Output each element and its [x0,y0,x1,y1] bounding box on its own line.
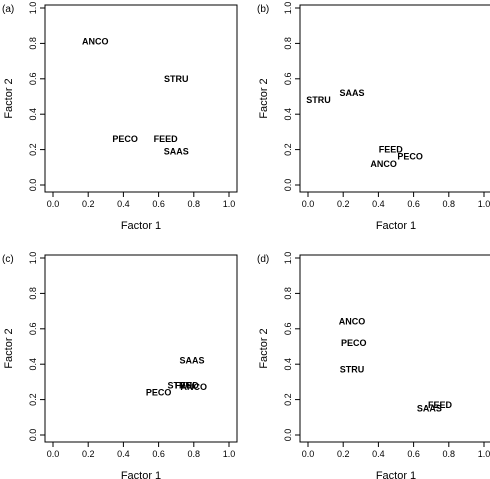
x-tick-label: 0.8 [188,449,201,459]
y-tick-label: 0.0 [283,429,293,442]
x-axis-title: Factor 1 [121,220,161,232]
point-label-peco: PECO [112,134,138,144]
chart-panel-2: 0.0 0.2 0.4 0.6 0.8 1.0 0.0 0.2 0.4 0.6 0.8 1.0 Fact… [257,2,490,232]
x-tick-label: 0.8 [188,199,201,209]
y-tick-label: 0.8 [28,37,38,50]
chart-panel-4: 0.0 0.2 0.4 0.6 0.8 1.0 0.0 0.2 0.4 0.6 0.8 1.0 Fact… [257,252,490,479]
x-tick-label: 1.0 [478,449,490,459]
y-axis-title: Factor 2 [3,328,15,368]
x-tick-label: 0.2 [82,199,95,209]
y-tick-label: 0.6 [283,73,293,86]
x-tick-label: 0.4 [117,449,130,459]
x-tick-label: 0.4 [372,449,385,459]
point-label-feed: FEED [175,380,200,390]
y-tick-label: 0.8 [283,287,293,300]
y-axis-title: Factor 2 [258,78,270,118]
chart-panel-1: 0.0 0.2 0.4 0.6 0.8 1.0 0.0 0.2 0.4 0.6 0.8 1.0 Fact… [2,2,238,232]
y-tick-label: 0.2 [28,393,38,406]
point-label-peco: PECO [397,152,423,162]
x-axis-title: Factor 1 [376,470,416,479]
y-tick-label: 0.2 [28,143,38,156]
point-label-saas: SAAS [339,88,364,98]
panel-label: (c) [2,254,14,265]
point-label-saas: SAAS [417,403,442,413]
y-tick-label: 0.2 [283,393,293,406]
y-tick-label: 0.8 [28,287,38,300]
x-tick-label: 0.8 [443,449,456,459]
x-tick-label: 0.2 [337,449,350,459]
point-label-peco: PECO [341,338,367,348]
point-label-anco: ANCO [181,382,208,392]
x-tick-label: 1.0 [223,199,236,209]
panel-label: (d) [257,254,269,265]
y-tick-label: 1.0 [28,252,38,265]
x-tick-label: 0.2 [82,449,95,459]
x-tick-label: 0.6 [152,199,165,209]
plot-frame [299,4,490,193]
x-axis-title: Factor 1 [121,470,161,479]
x-tick-label: 0.0 [47,199,60,209]
point-label-saas: SAAS [164,146,189,156]
point-label-anco: ANCO [339,317,366,327]
y-tick-label: 0.6 [283,323,293,336]
y-axis-title: Factor 2 [3,78,15,118]
y-tick-label: 1.0 [283,2,293,15]
point-label-anco: ANCO [370,159,397,169]
x-axis-title: Factor 1 [376,220,416,232]
chart-panel-3: 0.0 0.2 0.4 0.6 0.8 1.0 0.0 0.2 0.4 0.6 0.8 1.0 Fact… [2,252,238,479]
y-tick-label: 0.4 [283,108,293,121]
x-tick-label: 1.0 [478,199,490,209]
y-tick-label: 0.4 [28,108,38,121]
y-tick-label: 0.8 [283,37,293,50]
y-tick-label: 0.6 [28,323,38,336]
plot-frame [299,254,490,443]
y-tick-label: 1.0 [283,252,293,265]
point-label-feed: FEED [428,400,453,410]
x-tick-label: 0.4 [372,199,385,209]
y-tick-label: 1.0 [28,2,38,15]
y-tick-label: 0.0 [28,429,38,442]
plot-frame [44,254,238,443]
x-tick-label: 0.6 [152,449,165,459]
point-label-stru: STRU [306,95,331,105]
panel-label: (b) [257,4,269,15]
y-tick-label: 0.0 [28,179,38,192]
y-tick-label: 0.2 [283,143,293,156]
point-label-feed: FEED [379,145,404,155]
x-tick-label: 0.0 [47,449,60,459]
x-tick-label: 0.6 [407,199,420,209]
panel-label: (a) [2,4,14,15]
point-label-feed: FEED [154,134,179,144]
y-tick-label: 0.4 [283,358,293,371]
y-tick-label: 0.0 [283,179,293,192]
point-label-peco: PECO [146,388,172,398]
point-label-stru: STRU [340,365,365,375]
y-axis-title: Factor 2 [258,328,270,368]
x-tick-label: 0.0 [302,449,315,459]
y-tick-label: 0.6 [28,73,38,86]
point-label-stru: STRU [167,380,192,390]
x-tick-label: 1.0 [223,449,236,459]
x-tick-label: 0.4 [117,199,130,209]
plot-frame [44,4,238,193]
x-tick-label: 0.6 [407,449,420,459]
x-tick-label: 0.0 [302,199,315,209]
point-label-anco: ANCO [82,37,109,47]
y-tick-label: 0.4 [28,358,38,371]
point-label-saas: SAAS [180,356,205,366]
x-tick-label: 0.2 [337,199,350,209]
x-tick-label: 0.8 [443,199,456,209]
point-label-stru: STRU [164,74,189,84]
